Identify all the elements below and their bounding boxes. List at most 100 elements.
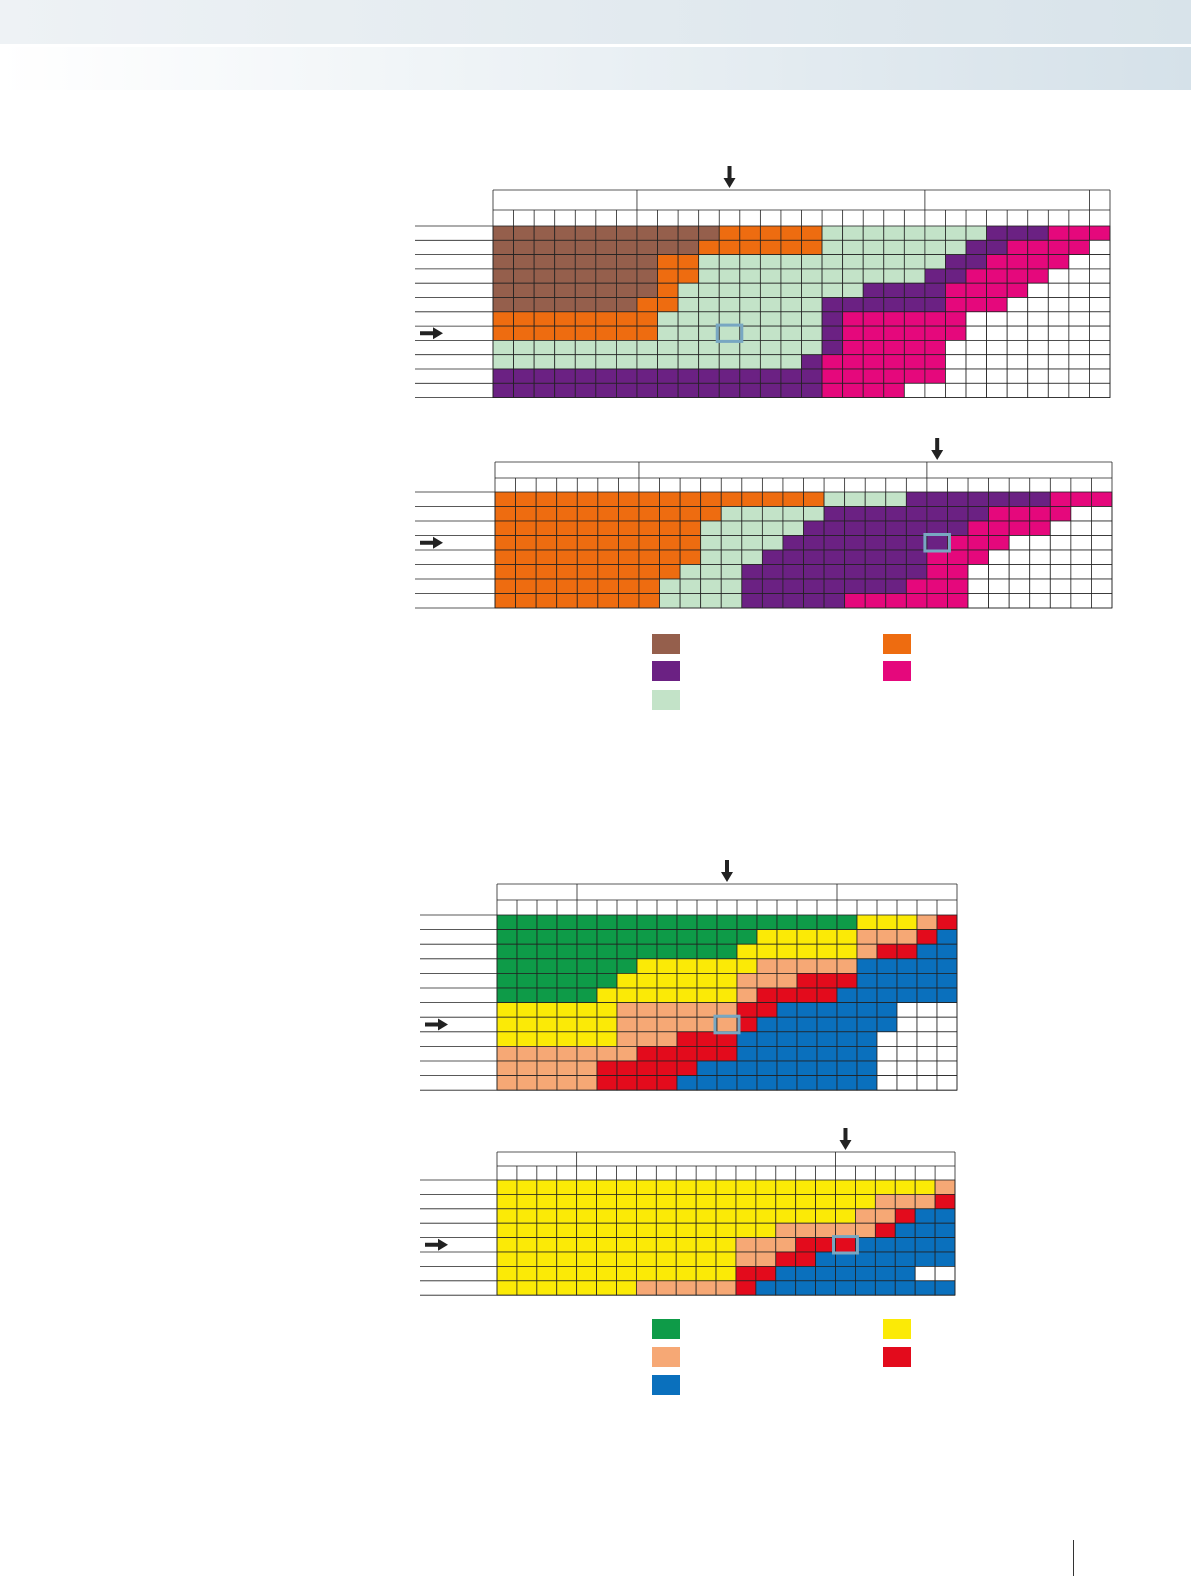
cell — [595, 339, 617, 356]
legend-swatch — [652, 1319, 680, 1339]
cell — [735, 1194, 757, 1210]
cell — [967, 491, 989, 507]
cell — [576, 564, 599, 580]
cell — [496, 1194, 518, 1210]
cell — [596, 1208, 617, 1224]
cell — [761, 535, 784, 551]
cell — [718, 239, 741, 256]
cell — [556, 1194, 578, 1210]
cell — [936, 943, 958, 960]
cell — [536, 1280, 558, 1296]
cell — [513, 254, 535, 270]
cell — [856, 1060, 878, 1077]
cell — [1029, 549, 1051, 565]
cell — [516, 1266, 538, 1282]
cell — [492, 368, 514, 384]
cell — [1008, 491, 1031, 507]
cell — [801, 325, 823, 341]
cell — [894, 1237, 916, 1253]
cell — [516, 1194, 538, 1210]
cell — [823, 593, 846, 609]
cell — [535, 506, 558, 522]
cell — [1091, 593, 1113, 609]
cell — [856, 987, 878, 1004]
cell — [638, 549, 660, 565]
cell — [515, 564, 537, 580]
cell — [876, 987, 898, 1004]
cell — [556, 1266, 578, 1282]
cell — [1049, 535, 1072, 551]
cell — [885, 578, 907, 594]
cell — [515, 593, 537, 609]
cell — [801, 354, 823, 370]
cell — [883, 225, 905, 241]
cell — [536, 1075, 558, 1091]
cell — [513, 339, 535, 356]
cell — [574, 254, 597, 270]
cell — [596, 1046, 618, 1062]
cell — [636, 973, 658, 989]
cell — [1027, 368, 1049, 384]
cell — [696, 1060, 718, 1077]
cell — [718, 268, 741, 284]
cell — [492, 297, 514, 313]
cell — [695, 1237, 717, 1253]
cell — [492, 354, 514, 370]
cell — [816, 958, 838, 974]
cell — [595, 325, 617, 341]
cell — [715, 1266, 737, 1282]
cell — [1008, 549, 1031, 565]
cell — [776, 929, 798, 945]
cell — [896, 1031, 918, 1047]
cell — [761, 549, 784, 565]
cell — [914, 1237, 936, 1253]
cell — [574, 268, 597, 284]
cell — [516, 958, 538, 974]
cell — [616, 1179, 637, 1195]
cell — [516, 1060, 538, 1077]
cell — [718, 354, 741, 370]
cell — [720, 520, 743, 536]
cell — [782, 506, 804, 522]
cell — [883, 354, 905, 370]
cell — [924, 268, 946, 284]
cell — [903, 382, 926, 398]
cell — [856, 1031, 878, 1047]
cell — [914, 1222, 936, 1238]
cell — [885, 564, 907, 580]
cell — [836, 958, 858, 974]
column-arrow — [839, 1128, 852, 1150]
cell — [715, 1237, 737, 1253]
cell — [836, 987, 858, 1004]
cell — [876, 943, 898, 960]
cell — [735, 1251, 757, 1267]
cell — [696, 987, 718, 1004]
cell — [716, 987, 738, 1004]
cell — [556, 987, 578, 1004]
cell — [554, 311, 576, 327]
cell — [677, 282, 700, 298]
cell — [556, 973, 578, 989]
cell — [1089, 254, 1111, 270]
cell — [698, 225, 720, 241]
cell — [759, 225, 782, 241]
legend-swatch — [652, 1375, 680, 1395]
cell — [836, 1016, 858, 1033]
cell — [986, 282, 1008, 298]
cell — [894, 1222, 916, 1238]
cell — [1089, 311, 1111, 327]
cell — [492, 325, 514, 341]
cell — [556, 1060, 578, 1077]
cell — [513, 325, 535, 341]
cell — [896, 929, 918, 945]
cell — [533, 368, 556, 384]
cell — [780, 239, 802, 256]
cell — [677, 325, 700, 341]
cell — [945, 268, 967, 284]
cell — [739, 239, 761, 256]
cell — [836, 1060, 858, 1077]
cell — [638, 593, 660, 609]
cell — [595, 225, 617, 241]
cell — [1049, 520, 1072, 536]
